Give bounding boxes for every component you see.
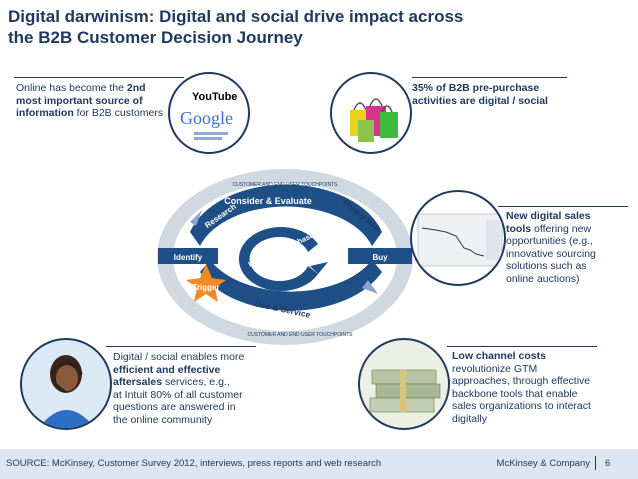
callout-aftersales: Digital / social enables more efficient … <box>113 351 273 426</box>
aftersales-line-1: Digital / social enables more <box>113 351 245 363</box>
online-bold-information: information <box>16 107 74 119</box>
sales-tools-line-2: offering new <box>531 222 592 235</box>
online-text-pre: Online has become the <box>16 82 127 94</box>
divider-channel <box>447 346 597 347</box>
buy-label: Buy <box>372 253 388 262</box>
loyalty-arrowhead <box>310 262 328 274</box>
search-results-lines-2 <box>194 137 222 140</box>
identify-label: Identify <box>174 253 203 262</box>
trigger-label: Trigger <box>192 283 219 292</box>
aftersales-line-3: services, e.g., <box>162 376 230 388</box>
callout-online: Online has become the 2nd most important… <box>16 82 191 120</box>
divider-sales-tools <box>498 206 628 207</box>
shopping-bags-icon <box>350 98 398 142</box>
footer-bar <box>0 449 638 479</box>
pre-purchase-line-2: activities are digital / social <box>412 94 548 107</box>
callout-channel: Low channel costs revolutionize GTM appr… <box>452 350 622 425</box>
touchpoints-top-label: CUSTOMER AND END USER TOUCHPOINTS <box>232 182 338 188</box>
sales-tools-bold-1: New digital sales <box>506 210 591 222</box>
search-logos-circle: YouTube Google <box>168 72 250 154</box>
loyalty-loop <box>238 227 318 291</box>
aftersales-line-6: the online community <box>113 413 213 426</box>
identify-block <box>158 248 218 264</box>
channel-line-6: digitally <box>452 412 488 425</box>
shopping-bags-circle <box>330 72 412 154</box>
research-arrow <box>190 210 202 226</box>
buy-arrow <box>362 280 378 294</box>
google-logo-text: Google <box>180 108 233 128</box>
online-text-post: for B2B customers <box>73 107 164 119</box>
channel-line-4: backbone tools that enable <box>452 387 578 400</box>
trigger-star <box>186 264 226 302</box>
channel-line-3: approaches, through effective <box>452 375 591 387</box>
use-service-arc <box>200 260 382 311</box>
aftersales-bold-2: efficient and effective <box>113 363 221 376</box>
divider-aftersales <box>106 346 256 347</box>
footer-company: McKinsey & Company <box>496 458 590 469</box>
consider-arc <box>190 184 382 246</box>
money-circle <box>358 338 450 430</box>
channel-line-2: revolutionize GTM <box>452 362 538 375</box>
footer-separator <box>595 456 596 470</box>
auction-chart-icon <box>417 213 503 267</box>
touchpoints-bottom-label: CUSTOMER AND END USER TOUCHPOINTS <box>247 332 353 338</box>
online-bold-2nd: 2nd <box>126 82 146 94</box>
headset-agent-icon <box>39 355 95 428</box>
footer-source: SOURCE: McKinsey, Customer Survey 2012, … <box>6 458 382 469</box>
auction-screen-circle <box>410 190 506 286</box>
sales-tools-line-3: opportunities (e.g., <box>506 235 593 247</box>
sales-tools-line-4: innovative sourcing <box>506 247 596 260</box>
consider-evaluate-label: Consider & Evaluate <box>224 196 312 206</box>
callout-pre-purchase: 35% of B2B pre-purchase activities are d… <box>412 82 612 107</box>
callout-sales-tools: New digital sales tools offering new opp… <box>506 210 636 285</box>
youtube-logo-text: YouTube <box>192 91 238 103</box>
online-bold-source: most important source of <box>16 94 143 107</box>
aftersales-line-5: questions are answered in <box>113 401 236 413</box>
sales-tools-line-6: online auctions) <box>506 272 580 285</box>
sales-tools-line-5: solutions such as <box>506 260 587 272</box>
buy-block <box>348 248 412 264</box>
decision-journey-cycle: CUSTOMER AND END USER TOUCHPOINTS Consid… <box>157 169 413 345</box>
sales-tools-bold-2: tools <box>506 222 532 235</box>
search-results-lines <box>194 132 228 135</box>
channel-bold-1: Low channel costs <box>452 350 546 362</box>
footer-page-number: 6 <box>605 458 611 469</box>
title-line-2: the B2B Customer Decision Journey <box>8 28 303 47</box>
divider-online <box>14 77 184 78</box>
youtube-logo: YouTube <box>192 91 237 103</box>
pre-purchase-line-1: 35% of B2B pre-purchase <box>412 82 540 94</box>
google-logo: Google <box>180 108 233 129</box>
divider-pre-purchase <box>412 77 567 78</box>
title-line-1: Digital darwinism: Digital and social dr… <box>8 7 464 26</box>
slide-title: Digital darwinism: Digital and social dr… <box>8 6 528 48</box>
channel-line-5: sales organizations to interact <box>452 400 591 412</box>
support-agent-circle <box>20 338 112 430</box>
aftersales-bold-3: aftersales <box>113 376 163 388</box>
aftersales-line-4: at Intuit 80% of all customer <box>113 388 243 401</box>
money-stack-icon <box>369 369 441 413</box>
